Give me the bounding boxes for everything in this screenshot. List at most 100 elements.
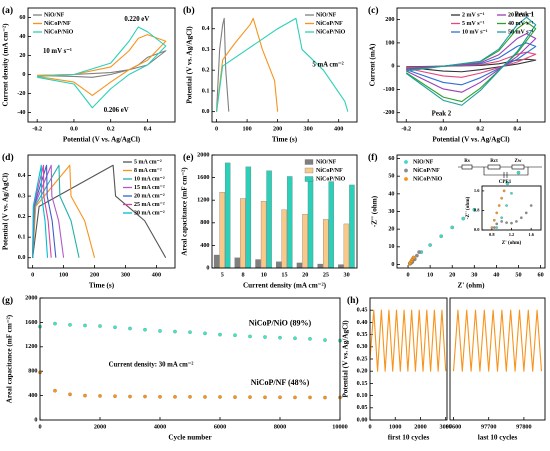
bar [234, 257, 241, 269]
series-line [405, 16, 537, 106]
point [278, 335, 282, 340]
y-tick-label: 2000 [25, 294, 37, 301]
y-tick-label: -100 [383, 86, 394, 93]
point [495, 226, 499, 229]
y-tick-label: 60 [388, 155, 394, 162]
plot-frame [481, 185, 542, 231]
y-axis-label: -Z'' (ohm) [464, 196, 471, 219]
legend-label: NiCoP/NF [413, 168, 440, 174]
x-axis-label: Potential (V vs. Ag/AgCl) [63, 136, 141, 144]
plot-frame [449, 297, 546, 421]
point [500, 220, 503, 223]
bar [343, 223, 350, 269]
plot-frame [396, 7, 546, 123]
point [500, 216, 503, 220]
series-line [216, 17, 230, 112]
point [278, 395, 282, 400]
bar [296, 262, 303, 269]
x-tick-label: 0 [406, 271, 409, 278]
series-line [37, 50, 167, 78]
plot-frame [369, 297, 448, 421]
x-tick-label: 30 [471, 271, 477, 278]
point [53, 321, 57, 326]
bar [245, 166, 252, 269]
y-tick-label: 1600 [25, 319, 37, 326]
x-tick-label: 5 [221, 271, 224, 278]
panel-label: (c) [368, 5, 379, 16]
point [68, 323, 72, 327]
x-tick-label: 3000 [440, 423, 452, 430]
y-tick-label: 400 [200, 242, 209, 249]
y-tick-label: 0.0 [18, 254, 26, 261]
legend-label: NiCoP/NF [316, 168, 343, 174]
point [520, 216, 523, 220]
x-axis-label: first 10 cycles [388, 434, 430, 442]
x-tick-label: 50 [515, 271, 521, 278]
bar [266, 170, 272, 269]
y-tick-label: 1.6 [474, 188, 480, 193]
y-tick-label: 0.2 [18, 213, 26, 220]
point [505, 204, 508, 207]
point [505, 181, 510, 186]
x-tick-label: 0 [31, 271, 34, 278]
legend-label: 20 mV s⁻¹ [508, 12, 534, 18]
x-tick-label: 97600 [446, 423, 461, 430]
panel-label: (b) [183, 5, 195, 16]
y-tick-label: 0 [34, 416, 37, 423]
series-line [216, 17, 279, 112]
y-axis-label: Potential (V vs. Ag/AgCl) [342, 320, 350, 398]
point [158, 395, 162, 399]
point [510, 192, 513, 195]
legend-swatch [404, 160, 408, 164]
y-tick-label: 1600 [197, 174, 209, 181]
legend-label: NiCoP/NiO [316, 176, 346, 182]
point [143, 394, 147, 399]
y-tick-label: 0 [391, 63, 394, 70]
point [263, 335, 267, 339]
annotation: Peak 2 [432, 111, 452, 118]
x-tick-label: 0.4 [513, 125, 521, 132]
x-tick-label: 400 [152, 271, 161, 278]
point [502, 189, 506, 193]
x-tick-label: 0.4 [144, 125, 152, 132]
point [439, 234, 443, 239]
y-tick-label: 400 [28, 392, 37, 399]
point [293, 395, 297, 400]
bar [307, 179, 314, 269]
x-tick-label: 200 [273, 125, 282, 132]
bar [302, 214, 308, 269]
point [417, 250, 421, 254]
point [472, 207, 477, 212]
point [510, 221, 513, 225]
y-tick-label: 0.3 [18, 193, 26, 200]
y-tick-label: 0.20 [357, 368, 368, 375]
point [113, 325, 117, 330]
point [158, 329, 162, 333]
annotation: 0.206 eV [104, 107, 129, 114]
x-tick-label: 200 [90, 271, 99, 278]
point [515, 220, 518, 223]
legend-label: 30 mA cm⁻² [134, 210, 165, 216]
point [83, 393, 87, 398]
annotation: Current density: 30 mA cm⁻² [109, 362, 194, 369]
y-tick-label: 60 [19, 14, 25, 21]
x-axis-label: Current density (mA cm⁻²) [243, 282, 327, 290]
annotation: Peak 1 [515, 11, 535, 18]
bar [338, 264, 344, 269]
point [173, 395, 177, 399]
point [203, 395, 207, 399]
annotation: 10 mV s⁻¹ [43, 48, 72, 55]
legend-label: 5 mV s⁻¹ [462, 21, 485, 27]
circuit-label: CPE1 [499, 180, 512, 185]
point [323, 395, 327, 400]
x-tick-label: 10 [427, 271, 433, 278]
circuit-element [461, 164, 473, 170]
y-tick-label: 40 [19, 33, 25, 40]
x-axis-label: Time (s) [272, 136, 298, 144]
x-tick-label: 0.2 [476, 125, 484, 132]
series-line [369, 309, 447, 372]
y-tick-label: 0.4 [202, 25, 210, 32]
legend-label: NiCoP/NiO [44, 29, 74, 35]
legend-label: 5 mA cm⁻² [134, 159, 162, 165]
